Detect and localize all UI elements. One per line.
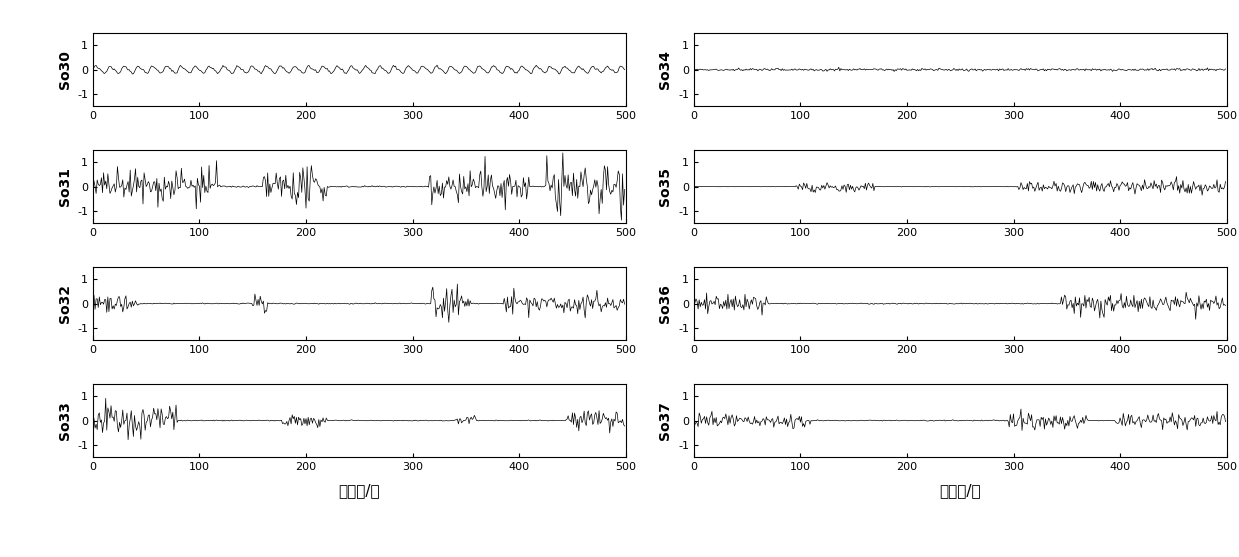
X-axis label: 采样点/个: 采样点/个 [338,483,380,498]
Y-axis label: So32: So32 [57,284,72,323]
Y-axis label: So35: So35 [658,167,673,206]
Y-axis label: So37: So37 [658,401,673,440]
Y-axis label: So30: So30 [57,50,72,89]
Y-axis label: So34: So34 [658,50,673,89]
Y-axis label: So31: So31 [57,167,72,206]
Y-axis label: So33: So33 [57,401,72,440]
X-axis label: 采样点/个: 采样点/个 [939,483,981,498]
Y-axis label: So36: So36 [658,284,673,323]
